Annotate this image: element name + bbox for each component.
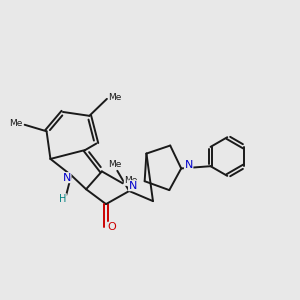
Text: H: H xyxy=(59,194,66,204)
Text: N: N xyxy=(63,172,71,183)
Text: N: N xyxy=(184,160,193,170)
Text: N: N xyxy=(129,181,137,191)
Text: Me: Me xyxy=(124,176,138,185)
Text: O: O xyxy=(108,222,116,232)
Text: Me: Me xyxy=(109,93,122,102)
Text: Me: Me xyxy=(10,119,23,128)
Text: Me: Me xyxy=(108,160,122,169)
